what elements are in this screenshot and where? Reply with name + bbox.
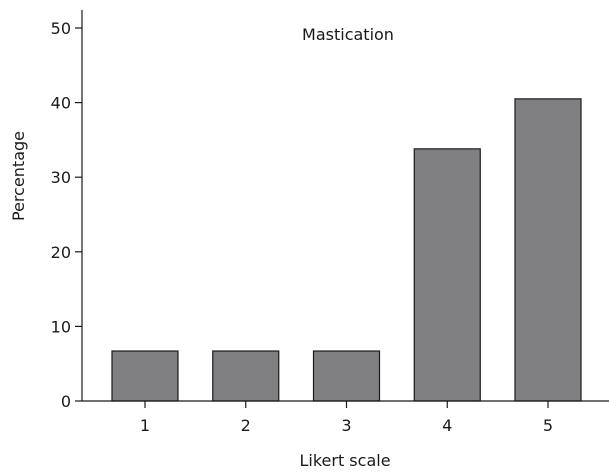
y-tick-label: 50 [51, 19, 71, 38]
bar-3 [312, 350, 381, 402]
x-axis-ticks: 1 2 3 4 5 [140, 401, 553, 435]
x-tick-label: 4 [442, 416, 452, 435]
x-tick-label: 2 [241, 416, 251, 435]
bar-4 [413, 148, 481, 402]
bar-2 [212, 350, 280, 402]
y-tick-label: 0 [61, 392, 71, 411]
chart-title: Mastication [302, 25, 394, 44]
y-axis-ticks: 0 10 20 30 40 50 [51, 19, 82, 411]
x-tick-label: 3 [341, 416, 351, 435]
bar-1 [111, 350, 179, 402]
x-axis-title: Likert scale [299, 451, 390, 470]
y-tick-label: 20 [51, 243, 71, 262]
bars-group [111, 98, 582, 402]
x-tick-label: 1 [140, 416, 150, 435]
y-tick-label: 10 [51, 317, 71, 336]
bar-5 [514, 98, 582, 402]
y-axis-title: Percentage [9, 131, 28, 221]
x-tick-label: 5 [543, 416, 553, 435]
y-tick-label: 40 [51, 94, 71, 113]
y-tick-label: 30 [51, 168, 71, 187]
